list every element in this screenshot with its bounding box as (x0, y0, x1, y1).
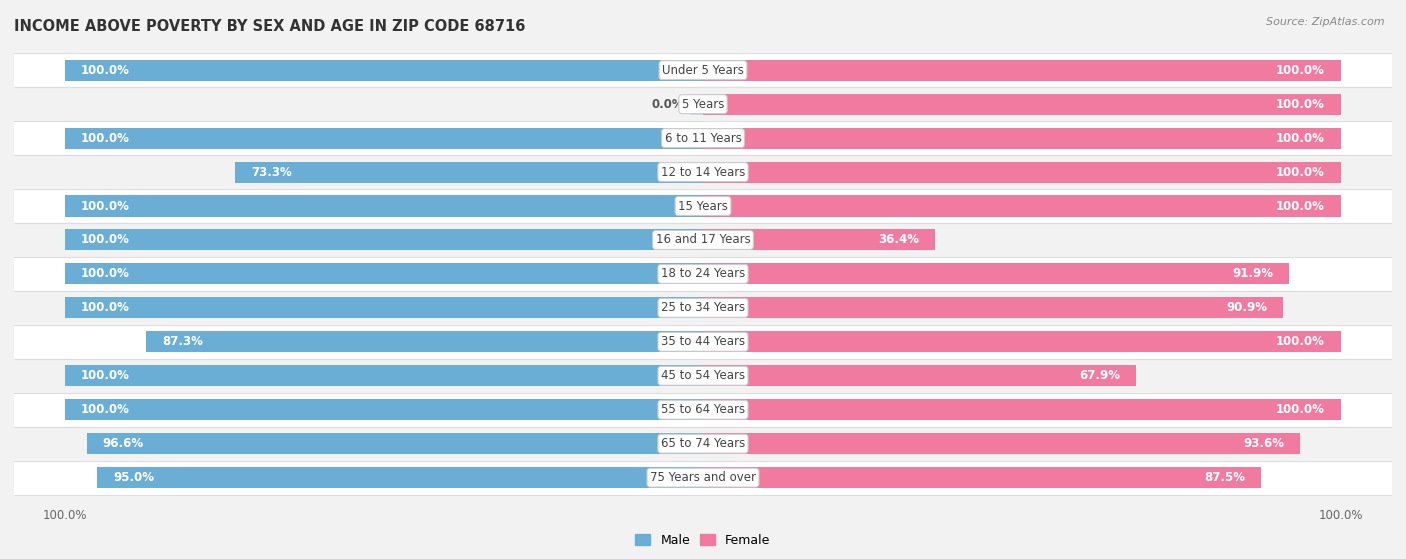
Text: 100.0%: 100.0% (82, 234, 129, 247)
Text: 12 to 14 Years: 12 to 14 Years (661, 165, 745, 178)
Text: 96.6%: 96.6% (103, 437, 143, 450)
Text: 87.3%: 87.3% (162, 335, 202, 348)
Bar (65, 263, 703, 285)
Bar (703, 162, 1341, 183)
Bar (703, 433, 1301, 454)
Text: 73.3%: 73.3% (252, 165, 292, 178)
Text: 67.9%: 67.9% (1080, 369, 1121, 382)
Text: 0.0%: 0.0% (651, 98, 683, 111)
Text: 100.0%: 100.0% (1277, 335, 1324, 348)
Bar (703, 297, 1282, 319)
Text: 100.0%: 100.0% (1277, 200, 1324, 212)
Text: 100.0%: 100.0% (82, 64, 129, 77)
Bar (14, 325, 1392, 359)
Bar (14, 155, 1392, 189)
Text: 100.0%: 100.0% (82, 267, 129, 281)
Text: 100.0%: 100.0% (82, 403, 129, 416)
Text: 35 to 44 Years: 35 to 44 Years (661, 335, 745, 348)
Text: 100.0%: 100.0% (1277, 64, 1324, 77)
Text: 15 Years: 15 Years (678, 200, 728, 212)
Bar (14, 257, 1392, 291)
Bar (703, 196, 1341, 216)
Text: 16 and 17 Years: 16 and 17 Years (655, 234, 751, 247)
Text: 100.0%: 100.0% (1277, 403, 1324, 416)
Text: 90.9%: 90.9% (1226, 301, 1267, 314)
Text: 36.4%: 36.4% (879, 234, 920, 247)
Text: 5 Years: 5 Years (682, 98, 724, 111)
Bar (146, 331, 703, 352)
Bar (65, 127, 703, 149)
Bar (14, 223, 1392, 257)
Bar (65, 60, 703, 80)
Bar (703, 365, 1136, 386)
Bar (703, 399, 1341, 420)
Bar (703, 331, 1341, 352)
Text: 93.6%: 93.6% (1243, 437, 1284, 450)
Bar (703, 60, 1341, 80)
Bar (65, 399, 703, 420)
Text: Source: ZipAtlas.com: Source: ZipAtlas.com (1267, 17, 1385, 27)
Bar (14, 87, 1392, 121)
Text: 18 to 24 Years: 18 to 24 Years (661, 267, 745, 281)
Text: 25 to 34 Years: 25 to 34 Years (661, 301, 745, 314)
Bar (703, 263, 1289, 285)
Bar (14, 427, 1392, 461)
Text: 6 to 11 Years: 6 to 11 Years (665, 131, 741, 145)
Bar (14, 189, 1392, 223)
Bar (97, 467, 703, 488)
Text: 100.0%: 100.0% (82, 301, 129, 314)
Bar (65, 229, 703, 250)
Text: 100.0%: 100.0% (1277, 165, 1324, 178)
Bar (14, 53, 1392, 87)
Text: 100.0%: 100.0% (1277, 98, 1324, 111)
Bar (14, 121, 1392, 155)
Text: 55 to 64 Years: 55 to 64 Years (661, 403, 745, 416)
Bar (690, 93, 703, 115)
Bar (14, 393, 1392, 427)
Bar (14, 461, 1392, 495)
Bar (703, 93, 1341, 115)
Bar (87, 433, 703, 454)
Text: INCOME ABOVE POVERTY BY SEX AND AGE IN ZIP CODE 68716: INCOME ABOVE POVERTY BY SEX AND AGE IN Z… (14, 19, 526, 34)
Bar (235, 162, 703, 183)
Bar (65, 196, 703, 216)
Text: 100.0%: 100.0% (82, 200, 129, 212)
Text: 45 to 54 Years: 45 to 54 Years (661, 369, 745, 382)
Text: 65 to 74 Years: 65 to 74 Years (661, 437, 745, 450)
Bar (14, 359, 1392, 393)
Bar (65, 297, 703, 319)
Text: 75 Years and over: 75 Years and over (650, 471, 756, 484)
Bar (65, 365, 703, 386)
Text: 91.9%: 91.9% (1232, 267, 1274, 281)
Text: 87.5%: 87.5% (1204, 471, 1246, 484)
Bar (703, 127, 1341, 149)
Text: 95.0%: 95.0% (112, 471, 153, 484)
Bar (14, 291, 1392, 325)
Bar (703, 467, 1261, 488)
Bar (703, 229, 935, 250)
Text: 100.0%: 100.0% (82, 369, 129, 382)
Text: 100.0%: 100.0% (82, 131, 129, 145)
Text: Under 5 Years: Under 5 Years (662, 64, 744, 77)
Legend: Male, Female: Male, Female (630, 529, 776, 552)
Text: 100.0%: 100.0% (1277, 131, 1324, 145)
